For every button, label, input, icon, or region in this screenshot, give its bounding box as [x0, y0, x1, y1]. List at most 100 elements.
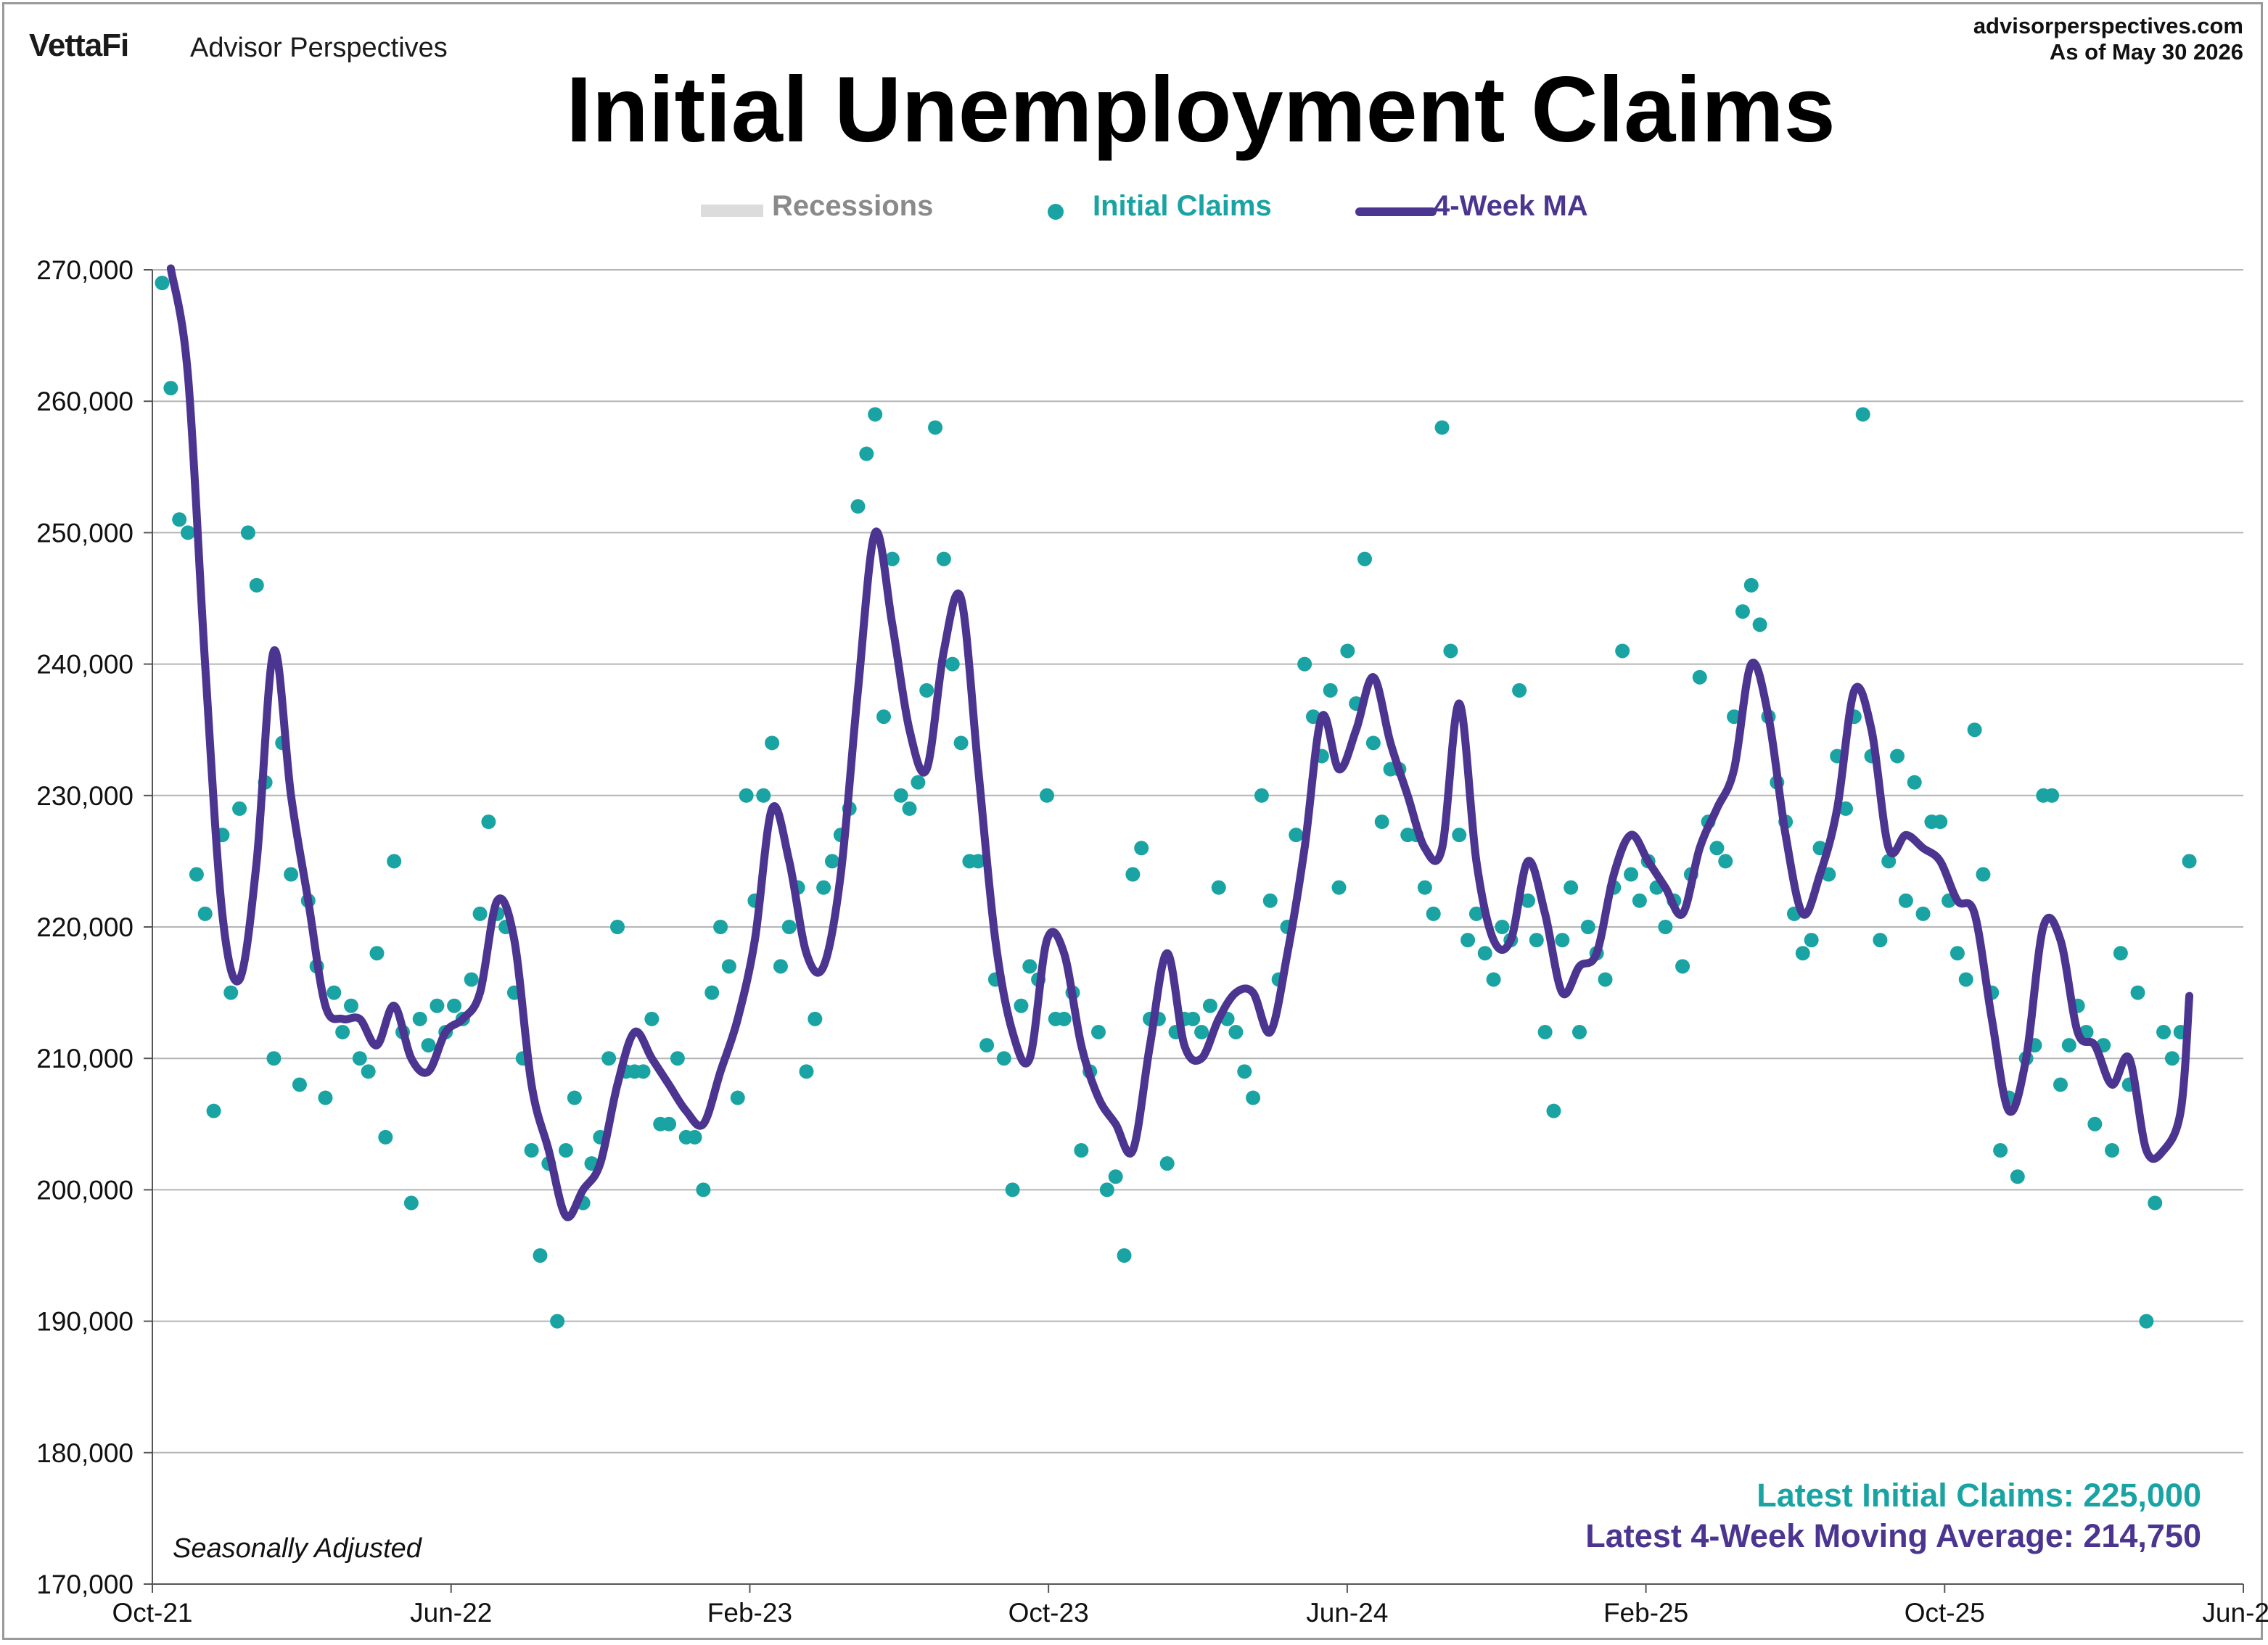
claims-point: [824, 854, 839, 869]
latest-ma-label: Latest 4-Week Moving Average: 214,750: [1585, 1517, 2201, 1554]
vettafi-logo: VettaFi: [29, 28, 129, 63]
claims-point: [662, 1116, 677, 1131]
claims-point: [558, 1143, 573, 1158]
claims-point: [292, 1077, 307, 1092]
claims-point: [902, 801, 917, 816]
x-tick-label: Jun-22: [410, 1598, 492, 1628]
claims-point: [773, 959, 788, 974]
claims-point: [808, 1011, 823, 1026]
claims-point: [550, 1314, 565, 1329]
y-tick-label: 240,000: [36, 650, 133, 680]
claims-point: [1598, 972, 1613, 987]
claims-point: [1340, 643, 1355, 659]
latest-claims-label: Latest Initial Claims: 225,000: [1757, 1477, 2201, 1514]
claims-point: [1795, 946, 1810, 961]
legend-recession-label: Recessions: [772, 190, 934, 222]
claims-point: [1537, 1024, 1553, 1039]
claims-point: [189, 867, 204, 882]
claims-point: [1855, 407, 1870, 422]
claims-point: [1804, 933, 1819, 948]
claims-point: [172, 512, 187, 527]
claims-point: [1254, 788, 1269, 803]
claims-point: [387, 854, 402, 869]
claims-point: [1580, 920, 1595, 934]
claims-point: [1555, 933, 1570, 948]
claims-point: [2139, 1314, 2154, 1329]
y-tick-label: 200,000: [36, 1175, 133, 1205]
claims-point: [816, 880, 831, 895]
claims-point: [1477, 946, 1492, 961]
claims-point: [1056, 1011, 1072, 1026]
brand-name: Advisor Perspectives: [190, 33, 448, 63]
claims-point: [1718, 854, 1733, 869]
claims-point: [704, 985, 720, 1000]
claims-point: [1134, 841, 1149, 856]
claims-point: [893, 788, 908, 803]
claims-point: [1237, 1064, 1252, 1079]
claims-point: [1074, 1143, 1089, 1158]
claims-point: [799, 1064, 814, 1079]
claims-point: [2053, 1077, 2068, 1092]
y-tick-label: 170,000: [36, 1570, 133, 1599]
claims-point: [1159, 1156, 1175, 1171]
claims-point: [240, 525, 255, 540]
legend-recession-swatch: [701, 205, 763, 217]
claims-point: [464, 972, 479, 987]
claims-point: [928, 420, 943, 435]
as-of-date: As of May 30 2026: [2049, 39, 2243, 65]
x-axis-ticks: Oct-21 Jun-22 Feb-23 Oct-23 Jun-24 Feb-25 Oct-…: [112, 1584, 2268, 1628]
claims-point: [2164, 1051, 2179, 1066]
claims-point: [1452, 828, 1467, 843]
claims-point: [1615, 643, 1630, 659]
y-tick-label: 180,000: [36, 1438, 133, 1468]
claims-point: [1512, 683, 1527, 698]
claims-point: [1022, 959, 1038, 974]
claims-point: [1709, 841, 1725, 856]
claims-point: [1331, 880, 1347, 895]
claims-point: [524, 1143, 539, 1158]
claims-point: [721, 959, 736, 974]
claims-point: [1014, 998, 1029, 1013]
claims-point: [1194, 1024, 1209, 1039]
claims-point: [730, 1090, 745, 1105]
claims-point: [936, 551, 951, 566]
claims-point: [1246, 1090, 1261, 1105]
claims-point: [1890, 749, 1905, 764]
x-tick-label: Oct-23: [1008, 1598, 1089, 1628]
seasonal-note: Seasonally Adjusted: [173, 1533, 422, 1564]
claims-point: [1434, 420, 1450, 435]
claims-point: [781, 920, 797, 934]
claims-point: [318, 1090, 333, 1105]
claims-point: [163, 381, 178, 396]
claims-point: [2087, 1116, 2103, 1131]
claims-point: [1520, 893, 1535, 908]
claims-point: [1297, 656, 1312, 672]
claims-point: [1658, 920, 1673, 934]
y-tick-label: 270,000: [36, 255, 133, 285]
claims-point: [996, 1051, 1011, 1066]
claims-point: [223, 985, 239, 1000]
claims-point: [1624, 867, 1639, 882]
claims-point: [1495, 920, 1510, 934]
claims-point: [2156, 1024, 2172, 1039]
x-tick-label: Oct-21: [112, 1598, 192, 1628]
x-tick-label: Oct-25: [1905, 1598, 1985, 1628]
claims-point: [2182, 854, 2197, 869]
claims-point: [1125, 867, 1141, 882]
claims-point: [1976, 867, 1991, 882]
claims-point: [919, 683, 934, 698]
claims-point: [670, 1051, 685, 1066]
claims-point: [1443, 643, 1458, 659]
claims-point: [1752, 617, 1767, 632]
claims-point: [1117, 1248, 1132, 1263]
claims-point: [1735, 604, 1750, 619]
claims-point: [472, 906, 488, 921]
y-tick-label: 220,000: [36, 912, 133, 942]
claims-point: [1228, 1024, 1244, 1039]
claims-point: [2061, 1038, 2076, 1053]
claims-point: [1949, 946, 1965, 961]
claims-point: [197, 906, 213, 921]
claims-point: [412, 1011, 427, 1026]
claims-point: [2045, 788, 2060, 803]
